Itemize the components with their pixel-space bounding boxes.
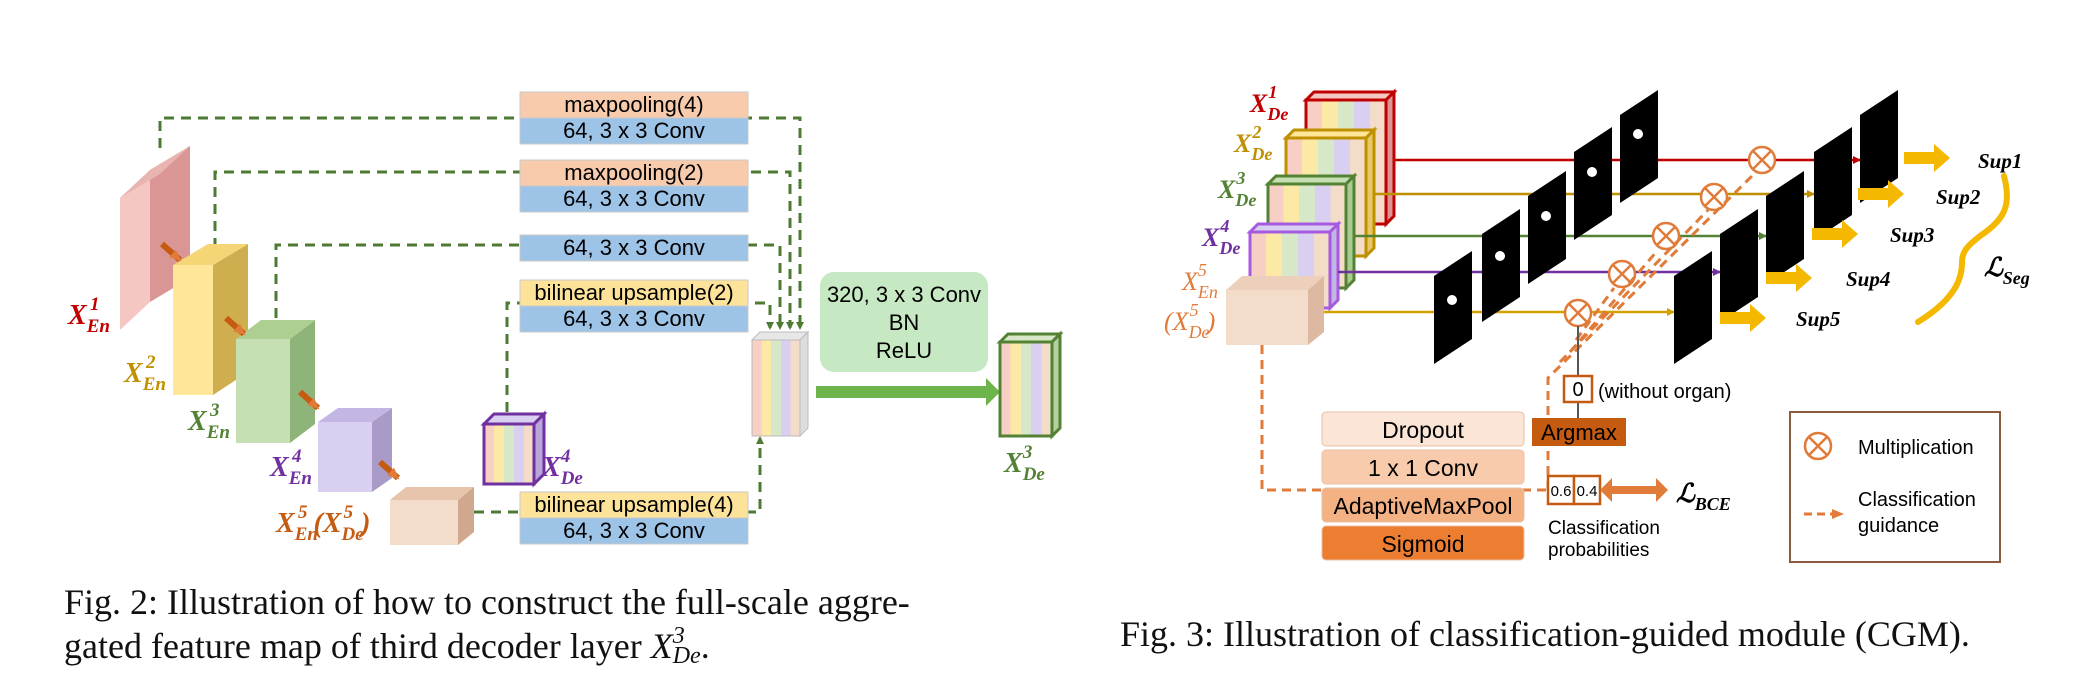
fig2-op-conv3: 64, 3 x 3 Conv bbox=[519, 234, 749, 262]
layer-dropout: Dropout bbox=[1382, 417, 1464, 443]
label-de3-fig3: XDe3 bbox=[1217, 168, 1256, 210]
op-maxpool2-label: maxpooling(2) bbox=[564, 160, 703, 185]
loss-seg-brace bbox=[1915, 173, 2010, 325]
op-upsample2-label: bilinear upsample(2) bbox=[534, 280, 733, 305]
fig2-caption: Fig. 2: Illustration of how to construct… bbox=[64, 580, 1064, 668]
cube-en5-fig3 bbox=[1226, 276, 1324, 345]
label-de1-fig3: XDe1 bbox=[1249, 82, 1288, 124]
prob-caption-line1: Classification bbox=[1548, 518, 1660, 539]
label-en1: XEn1 bbox=[67, 294, 110, 337]
layer-conv: 1 x 1 Conv bbox=[1368, 455, 1478, 481]
layer-sigmoid: Sigmoid bbox=[1381, 531, 1464, 557]
fig3-slice-spots bbox=[1447, 129, 1643, 305]
fig2-caption-math-sup: 3 bbox=[672, 623, 685, 649]
fig2-diagram: maxpooling(4) 64, 3 x 3 Conv maxpooling(… bbox=[67, 91, 1064, 545]
layer-adaptivemaxpool: AdaptiveMaxPool bbox=[1334, 493, 1513, 519]
op-upsample4-label: bilinear upsample(4) bbox=[534, 492, 733, 517]
zero-box bbox=[1562, 374, 1594, 404]
fig2-downsample-arrows bbox=[160, 241, 400, 481]
cube-en3 bbox=[236, 320, 315, 443]
fig2-op-upsample4: bilinear upsample(4) 64, 3 x 3 Conv bbox=[519, 491, 749, 545]
cube-de3 bbox=[996, 330, 1064, 440]
label-en3: XEn3 bbox=[187, 400, 230, 443]
label-de3: XDe3 bbox=[1003, 442, 1045, 485]
op-conv1-label: 64, 3 x 3 Conv bbox=[563, 118, 705, 143]
prob-value-0: 0.6 bbox=[1551, 483, 1572, 500]
loss-bce-label: ℒBCE bbox=[1676, 479, 1731, 514]
sup2-label: Sup2 bbox=[1936, 185, 1981, 209]
fig2-op-maxpool4: maxpooling(4) 64, 3 x 3 Conv bbox=[519, 91, 749, 145]
fuse-line1: 320, 3 x 3 Conv bbox=[827, 282, 981, 307]
label-de2-fig3: XDe2 bbox=[1233, 122, 1272, 164]
legend-guidance-line2: guidance bbox=[1858, 515, 1939, 537]
label-en5: XEn5 (XDe5) bbox=[275, 502, 370, 545]
fig3-sup-arrows: Sup1 Sup2 Sup3 Sup4 Sup5 bbox=[1720, 144, 2022, 332]
cube-en4 bbox=[318, 408, 392, 492]
fuse-line2: BN bbox=[889, 310, 920, 335]
fig3-caption: Fig. 3: Illustration of classification-g… bbox=[1120, 614, 1970, 654]
label-de5-fig3: (XDe5) bbox=[1164, 300, 1215, 342]
label-de4-fig3: XDe4 bbox=[1201, 216, 1240, 258]
fig2-op-upsample2: bilinear upsample(2) 64, 3 x 3 Conv bbox=[519, 279, 749, 333]
bce-arrow bbox=[1600, 478, 1668, 502]
argmax-label: Argmax bbox=[1541, 420, 1617, 445]
op-maxpool4-label: maxpooling(4) bbox=[564, 92, 703, 117]
label-en5-fig3: XEn5 bbox=[1181, 260, 1218, 302]
fig2-caption-math-base: X bbox=[650, 626, 673, 666]
fig2-caption-line1: Fig. 2: Illustration of how to construct… bbox=[64, 582, 910, 622]
argmax-box bbox=[1532, 418, 1626, 446]
label-de4: XDe4 bbox=[541, 446, 583, 489]
fig3-legend: Multiplication Classification guidance bbox=[1789, 411, 2001, 563]
fig3-intermediate-slices bbox=[1434, 90, 1658, 364]
sup3-label: Sup3 bbox=[1890, 223, 1934, 247]
fig3-output-slices bbox=[1674, 90, 1898, 364]
fig2-caption-suffix: . bbox=[700, 626, 710, 666]
fig2-fuse-block: 320, 3 x 3 Conv BN ReLU bbox=[820, 272, 988, 372]
fig3-multiply-crosses bbox=[1568, 150, 1772, 323]
without-organ-label: (without organ) bbox=[1598, 381, 1731, 403]
op-conv4-label: 64, 3 x 3 Conv bbox=[563, 306, 705, 331]
label-en2: XEn2 bbox=[123, 352, 166, 395]
fig2-caption-line2: gated feature map of third decoder layer… bbox=[64, 624, 1064, 668]
fig2-caption-prefix: gated feature map of third decoder layer bbox=[64, 626, 651, 666]
fig2-caption-math-sub: De bbox=[672, 643, 701, 669]
op-conv2-label: 64, 3 x 3 Conv bbox=[563, 186, 705, 211]
cube-concat bbox=[750, 330, 810, 438]
fig3-diagram: Sup1 Sup2 Sup3 Sup4 Sup5 ℒSeg XDe1 XDe2 … bbox=[1164, 82, 2030, 563]
label-en4: XEn4 bbox=[269, 446, 312, 489]
sup5-label: Sup5 bbox=[1796, 307, 1840, 331]
fuse-line3: ReLU bbox=[876, 338, 932, 363]
legend-guidance-line1: Classification bbox=[1858, 489, 1976, 511]
cgm-layer-stack: Dropout 1 x 1 Conv AdaptiveMaxPool Sigmo… bbox=[1321, 411, 1525, 561]
sup4-label: Sup4 bbox=[1846, 267, 1890, 291]
cube-de4 bbox=[480, 410, 548, 488]
sup1-label: Sup1 bbox=[1978, 149, 2022, 173]
prob-value-1: 0.4 bbox=[1577, 483, 1598, 500]
zero-box-value: 0 bbox=[1572, 379, 1583, 401]
fig2-op-maxpool2: maxpooling(2) 64, 3 x 3 Conv bbox=[519, 159, 749, 213]
cube-en5 bbox=[390, 487, 474, 545]
op-conv5-label: 64, 3 x 3 Conv bbox=[563, 518, 705, 543]
prob-caption-line2: probabilities bbox=[1548, 540, 1649, 561]
legend-multiplication: Multiplication bbox=[1858, 437, 1974, 459]
fig2-output-arrow bbox=[816, 378, 1000, 406]
loss-seg-label: ℒSeg bbox=[1984, 253, 2030, 288]
op-conv3-label: 64, 3 x 3 Conv bbox=[563, 235, 705, 260]
